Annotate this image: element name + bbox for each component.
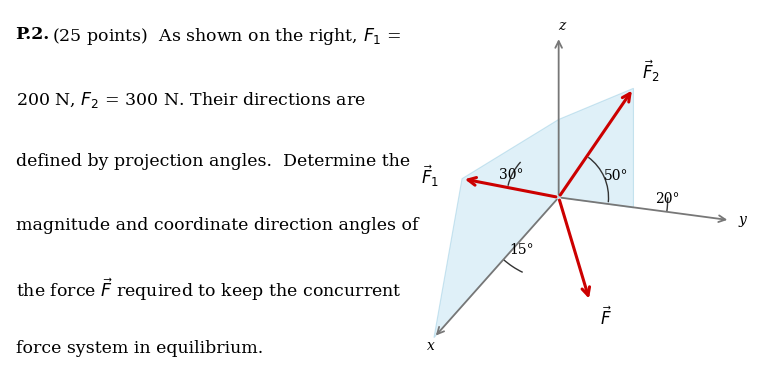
Polygon shape (559, 88, 633, 208)
Text: force system in equilibrium.: force system in equilibrium. (16, 340, 263, 357)
Text: magnitude and coordinate direction angles of: magnitude and coordinate direction angle… (16, 217, 418, 234)
Text: $\vec{F}$: $\vec{F}$ (600, 306, 612, 329)
Text: 200 N, $F_2$ = 300 N. Their directions are: 200 N, $F_2$ = 300 N. Their directions a… (16, 90, 365, 110)
Text: 50°: 50° (604, 169, 629, 183)
Text: x: x (427, 339, 435, 353)
Text: defined by projection angles.  Determine the: defined by projection angles. Determine … (16, 153, 410, 170)
Polygon shape (434, 119, 559, 338)
Text: (25 points)  As shown on the right, $F_1$ =: (25 points) As shown on the right, $F_1$… (41, 26, 401, 47)
Text: the force $\vec{F}$ required to keep the concurrent: the force $\vec{F}$ required to keep the… (16, 277, 401, 303)
Text: $\vec{F}_2$: $\vec{F}_2$ (642, 59, 660, 84)
Text: 15°: 15° (509, 243, 534, 257)
Text: y: y (739, 214, 747, 227)
Text: 30°: 30° (499, 168, 524, 182)
Text: P.2.: P.2. (16, 26, 50, 43)
Text: z: z (558, 19, 566, 33)
Text: 20°: 20° (655, 192, 680, 206)
Text: $\vec{F}_1$: $\vec{F}_1$ (421, 164, 439, 189)
